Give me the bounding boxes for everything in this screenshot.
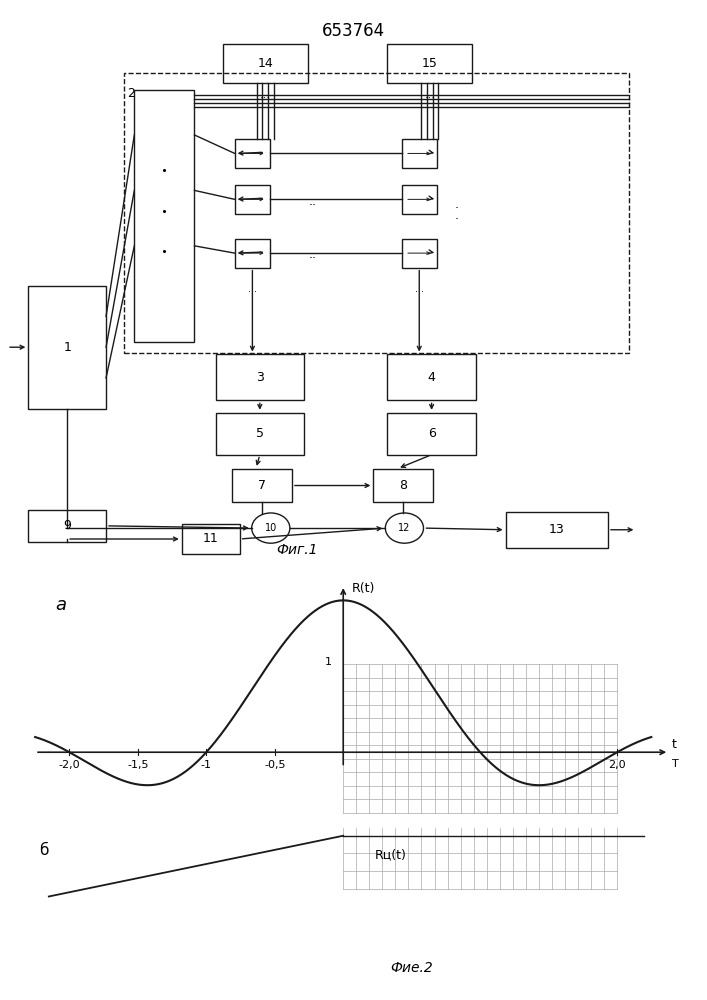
Bar: [216, 413, 304, 455]
Text: ..: ..: [308, 248, 317, 261]
Text: 7: 7: [258, 479, 266, 492]
Bar: [216, 354, 304, 400]
Text: -1: -1: [201, 760, 212, 770]
Text: 2: 2: [127, 87, 135, 100]
Text: 2,0: 2,0: [608, 760, 626, 770]
Text: t: t: [672, 738, 677, 751]
Bar: [402, 239, 437, 268]
Text: a: a: [56, 596, 66, 614]
Text: Rц(t): Rц(t): [375, 848, 407, 861]
Text: ...: ...: [424, 90, 436, 100]
Text: 13: 13: [549, 523, 565, 536]
Bar: [402, 185, 437, 214]
Text: .: .: [455, 209, 459, 222]
Text: 1: 1: [325, 657, 332, 667]
Bar: [373, 469, 433, 502]
Bar: [134, 90, 194, 342]
Text: 12: 12: [398, 523, 411, 533]
Bar: [28, 286, 106, 409]
Text: -0,5: -0,5: [264, 760, 286, 770]
Bar: [402, 139, 437, 168]
Bar: [235, 185, 270, 214]
Text: б: б: [39, 843, 49, 858]
Bar: [387, 44, 472, 83]
Bar: [387, 413, 476, 455]
Text: 653764: 653764: [322, 22, 385, 40]
Text: -2,0: -2,0: [59, 760, 80, 770]
Text: 11: 11: [203, 532, 218, 546]
Bar: [223, 44, 308, 83]
Bar: [28, 510, 106, 542]
Text: 15: 15: [422, 57, 438, 70]
Text: 6: 6: [428, 427, 436, 440]
Bar: [506, 512, 608, 548]
Bar: [232, 469, 292, 502]
Text: -1,5: -1,5: [127, 760, 148, 770]
Bar: [235, 139, 270, 168]
Text: 10: 10: [264, 523, 277, 533]
Bar: [387, 354, 476, 400]
Text: 9: 9: [63, 519, 71, 532]
Bar: [182, 524, 240, 554]
Text: 14: 14: [257, 57, 273, 70]
Text: 5: 5: [256, 427, 264, 440]
Text: .: .: [455, 198, 459, 211]
Text: 3: 3: [256, 371, 264, 384]
Text: ..: ..: [308, 195, 317, 208]
Bar: [235, 239, 270, 268]
Text: T: T: [672, 759, 679, 769]
Text: Фиг.1: Фиг.1: [276, 543, 317, 557]
Text: 8: 8: [399, 479, 407, 492]
Text: R(t): R(t): [351, 582, 375, 595]
Text: ...: ...: [248, 284, 257, 294]
Text: ...: ...: [259, 90, 271, 100]
Text: 4: 4: [428, 371, 436, 384]
Text: 1: 1: [63, 341, 71, 354]
Text: Фие.2: Фие.2: [390, 961, 433, 975]
Bar: [124, 73, 629, 353]
Text: ...: ...: [415, 284, 423, 294]
